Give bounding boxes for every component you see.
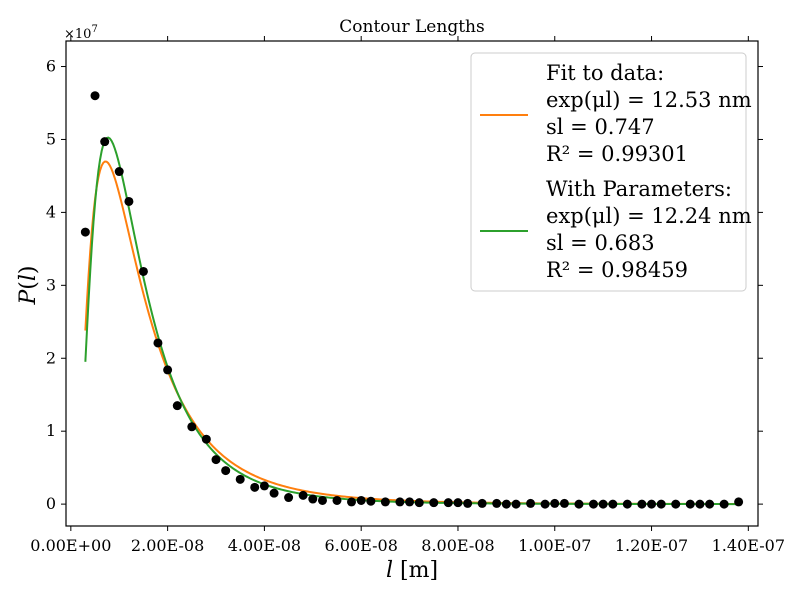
data-point xyxy=(187,422,197,432)
plot-area xyxy=(80,91,744,509)
legend-line: Fit to data: xyxy=(546,61,664,85)
data-point xyxy=(366,496,376,506)
x-axis-label: l [m] xyxy=(386,558,438,583)
data-point xyxy=(588,499,598,509)
data-point xyxy=(221,466,231,476)
data-point xyxy=(477,498,487,508)
data-point xyxy=(511,499,521,509)
data-point xyxy=(211,455,221,465)
data-point xyxy=(622,499,632,509)
legend-line: With Parameters: xyxy=(546,177,732,201)
data-point xyxy=(138,266,148,276)
legend-line: sl = 0.747 xyxy=(546,115,655,139)
y-tick-label: 4 xyxy=(46,202,56,221)
y-offset-label: ×107 xyxy=(64,24,98,42)
data-point xyxy=(250,482,260,492)
data-point xyxy=(163,365,173,375)
x-tick-label: 1.20E-07 xyxy=(615,536,688,555)
data-point xyxy=(100,137,110,147)
axes-ticks: 0.00E+00 2.00E-08 4.00E-08 6.00E-08 8.00E-08… xyxy=(30,36,785,555)
data-point xyxy=(235,474,245,484)
data-point xyxy=(347,497,357,507)
data-point xyxy=(405,497,415,507)
data-point xyxy=(656,499,666,509)
data-point xyxy=(671,499,681,509)
data-point xyxy=(269,488,279,498)
y-tick-label: 1 xyxy=(46,421,56,440)
data-point xyxy=(332,495,342,505)
data-point xyxy=(574,499,584,509)
data-point xyxy=(429,498,439,508)
data-point xyxy=(608,499,618,509)
data-point xyxy=(114,167,124,177)
y-tick-label: 5 xyxy=(46,129,56,148)
plot-frame xyxy=(65,40,759,527)
data-point xyxy=(492,498,502,508)
data-point xyxy=(308,494,318,504)
data-point xyxy=(284,493,294,503)
x-tick-label: 8.00E-08 xyxy=(421,536,494,555)
data-point xyxy=(685,499,695,509)
x-tick-label: 1.00E-07 xyxy=(518,536,591,555)
data-point xyxy=(80,227,90,237)
data-point xyxy=(172,401,182,411)
chart-title: Contour Lengths xyxy=(339,17,484,37)
data-point xyxy=(463,498,473,508)
legend-line: sl = 0.683 xyxy=(546,231,655,255)
legend-line: exp(μl) = 12.24 nm xyxy=(546,204,752,228)
legend-line: exp(μl) = 12.53 nm xyxy=(546,88,752,112)
data-point xyxy=(153,338,163,348)
data-point xyxy=(453,498,463,508)
data-point xyxy=(637,499,647,509)
data-point xyxy=(719,499,729,509)
data-point xyxy=(124,196,134,206)
data-point xyxy=(443,498,453,508)
legend-line: R² = 0.98459 xyxy=(546,258,688,282)
data-point xyxy=(380,497,390,507)
data-point xyxy=(317,495,327,505)
y-tick-label: 2 xyxy=(46,348,56,367)
x-tick-label: 2.00E-08 xyxy=(131,536,204,555)
data-point xyxy=(540,499,550,509)
data-point xyxy=(298,490,308,500)
data-point xyxy=(414,498,424,508)
data-point xyxy=(501,499,511,509)
x-tick-label: 6.00E-08 xyxy=(325,536,398,555)
x-tick-label: 4.00E-08 xyxy=(228,536,301,555)
y-tick-label: 3 xyxy=(46,275,56,294)
data-point xyxy=(598,499,608,509)
data-point xyxy=(90,91,100,101)
x-tick-label: 1.40E-07 xyxy=(712,536,785,555)
data-point xyxy=(705,499,715,509)
legend-line: R² = 0.99301 xyxy=(546,142,688,166)
data-point xyxy=(356,495,366,505)
y-tick-label: 6 xyxy=(46,57,56,76)
data-point xyxy=(734,497,744,507)
data-point xyxy=(550,498,560,508)
data-point xyxy=(395,497,405,507)
data-point xyxy=(259,481,269,491)
x-tick-label: 0.00E+00 xyxy=(30,536,111,555)
legend: Fit to data: exp(μl) = 12.53 nm sl = 0.747… xyxy=(470,52,752,292)
data-point xyxy=(526,498,536,508)
y-axis-label: P(l) xyxy=(16,265,41,305)
data-point xyxy=(559,498,569,508)
data-point xyxy=(695,499,705,509)
y-tick-label: 0 xyxy=(46,494,56,513)
data-point xyxy=(647,499,657,509)
legend-box xyxy=(470,52,747,292)
data-point xyxy=(201,434,211,444)
